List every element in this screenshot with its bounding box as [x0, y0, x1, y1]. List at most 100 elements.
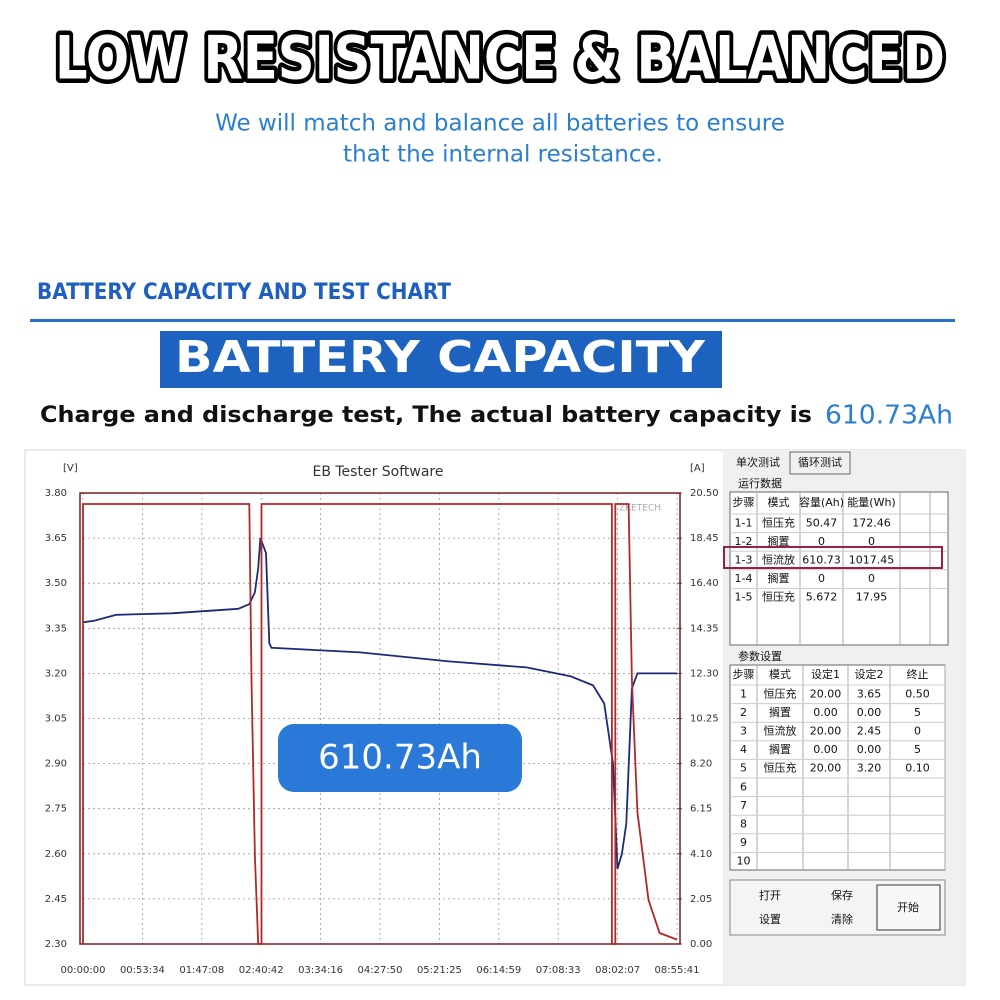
main-title: LOW RESISTANCE & BALANCED [55, 24, 945, 94]
tab: 循环测试 [798, 456, 842, 469]
table-cell: 5 [740, 762, 747, 775]
header-cell: 步骤 [733, 496, 755, 509]
header-cell: 模式 [769, 668, 791, 681]
header-cell: 设定1 [811, 667, 840, 681]
button[interactable]: 保存 [831, 888, 853, 902]
x-tick-label: 03:34:16 [298, 965, 343, 976]
table-cell: 2.45 [857, 725, 882, 738]
badge-box [278, 724, 522, 792]
table-cell: 1017.45 [849, 554, 895, 567]
start-button [876, 884, 941, 931]
table-cell: 0 [914, 725, 921, 738]
x-tick-label: 01:47:08 [179, 965, 224, 976]
button[interactable]: 设置 [759, 913, 781, 926]
table-cell: 0 [868, 572, 875, 585]
table-cell: 0.00 [813, 743, 838, 756]
table-cell: 恒流放 [762, 553, 795, 567]
table-cell: 1-3 [735, 554, 753, 567]
x-tick-label: 06:14:59 [476, 965, 521, 976]
table-cell: 10 [737, 855, 751, 868]
plot-border [79, 492, 681, 945]
table-cell: 7 [740, 799, 747, 812]
y2-tick-label: 0.00 [690, 939, 712, 950]
button[interactable]: 打开 [759, 888, 781, 902]
y2-tick-label: 18.45 [690, 533, 719, 544]
y-tick-label: 3.20 [45, 668, 67, 679]
table-cell: 1-4 [735, 572, 753, 585]
table-cell: 搁置 [769, 705, 791, 719]
y-tick-label: 3.80 [45, 488, 67, 499]
header-cell: 能量(Wh) [847, 495, 895, 509]
capacity-value: 610.73Ah [825, 401, 953, 431]
table-cell: 9 [740, 836, 747, 849]
button[interactable]: 清除 [831, 912, 853, 926]
table-cell: 1 [740, 687, 747, 700]
x-tick-label: 00:53:34 [120, 965, 165, 976]
y2-tick-label: 14.35 [690, 623, 719, 634]
table-cell: 0.50 [905, 687, 930, 700]
y-tick-label: 2.30 [45, 939, 67, 950]
table-cell: 恒压充 [762, 590, 795, 604]
subtitle-line: We will match and balance all batteries … [215, 111, 785, 137]
table-cell: 4 [740, 743, 747, 756]
button[interactable]: 开始 [897, 900, 919, 914]
y2-tick-label: 12.30 [690, 668, 719, 679]
series-line [82, 537, 677, 870]
y-tick-label: 3.50 [45, 578, 67, 589]
tab: 单次测试 [736, 455, 780, 469]
group-label: 运行数据 [738, 476, 782, 490]
divider [30, 319, 955, 322]
table-cell: 恒流放 [764, 724, 797, 738]
table-cell: 17.95 [856, 591, 888, 604]
table-frame [729, 664, 946, 871]
table-cell: 1-5 [735, 591, 753, 604]
y2-tick-label: 4.10 [690, 849, 712, 860]
table-cell: 5.672 [806, 591, 838, 604]
y2-unit: [A] [690, 463, 705, 474]
table-cell: 搁置 [768, 571, 790, 585]
y2-tick-label: 20.50 [690, 488, 719, 499]
table-cell: 0 [818, 572, 825, 585]
table-cell: 2 [740, 706, 747, 719]
table-cell: 172.46 [852, 516, 891, 529]
table-cell: 搁置 [768, 534, 790, 548]
table-cell: 5 [914, 706, 921, 719]
table-cell: 20.00 [810, 725, 842, 738]
series-line [82, 503, 678, 945]
table-cell: 50.47 [806, 516, 838, 529]
y2-tick-label: 2.05 [690, 894, 712, 905]
x-tick-label: 08:55:41 [655, 965, 700, 976]
table-cell: 20.00 [810, 762, 842, 775]
banner-text: BATTERY CAPACITY [175, 332, 706, 383]
table-cell: 1-2 [735, 535, 753, 548]
x-tick-label: 04:27:50 [358, 965, 403, 976]
table-cell: 3.65 [857, 687, 882, 700]
y-tick-label: 2.45 [45, 894, 67, 905]
table-cell: 8 [740, 818, 747, 831]
table-cell: 3.20 [857, 762, 882, 775]
y2-tick-label: 16.40 [690, 578, 719, 589]
y-tick-label: 3.65 [45, 533, 67, 544]
y-unit: [V] [63, 463, 78, 474]
x-tick-label: 02:40:42 [239, 965, 284, 976]
table-cell: 恒压充 [762, 515, 795, 529]
header-cell: 容量(Ah) [799, 495, 844, 509]
table-cell: 0.00 [857, 743, 882, 756]
badge-text: 610.73Ah [318, 738, 482, 778]
y-tick-label: 2.75 [45, 804, 67, 815]
table-cell: 0 [868, 535, 875, 548]
x-tick-label: 08:02:07 [595, 965, 640, 976]
table-cell: 搁置 [769, 742, 791, 756]
highlight-row [723, 546, 943, 569]
table-cell: 恒压充 [764, 761, 797, 775]
table-cell: 恒压充 [764, 686, 797, 700]
header-cell: 模式 [768, 496, 790, 509]
subtitle-line: that the internal resistance. [343, 142, 663, 168]
banner-box [160, 331, 722, 388]
header-cell: 步骤 [733, 668, 755, 681]
group-label: 参数设置 [738, 649, 782, 663]
table-cell: 3 [740, 725, 747, 738]
tab-frame [789, 451, 851, 475]
table-cell: 0.00 [857, 706, 882, 719]
